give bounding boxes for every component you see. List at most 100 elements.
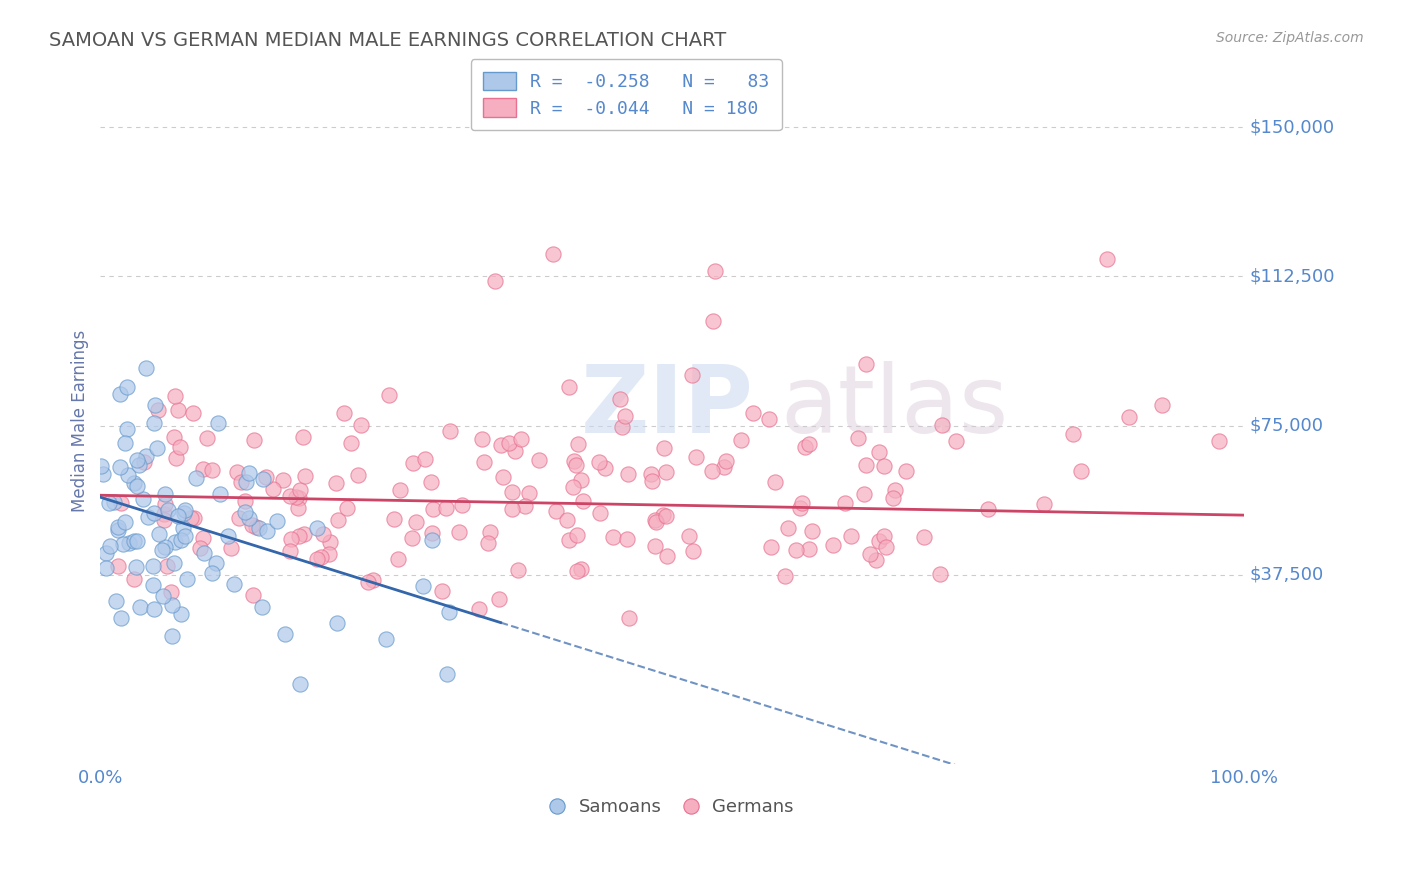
Point: [312, 527, 335, 541]
Point: [405, 516, 427, 530]
Point: [569, 473, 592, 487]
Point: [201, 566, 224, 581]
Point: [1070, 464, 1092, 478]
Point: [252, 471, 274, 485]
Point: [357, 574, 380, 589]
Point: [821, 538, 844, 552]
Point: [148, 403, 170, 417]
Text: ZIP: ZIP: [581, 361, 754, 453]
Point: [201, 462, 224, 476]
Point: [484, 274, 506, 288]
Point: [797, 542, 820, 557]
Point: [479, 525, 502, 540]
Point: [183, 511, 205, 525]
Point: [318, 534, 340, 549]
Point: [439, 605, 461, 619]
Point: [221, 541, 243, 556]
Point: [124, 475, 146, 490]
Point: [108, 460, 131, 475]
Point: [142, 559, 165, 574]
Point: [233, 505, 256, 519]
Point: [853, 487, 876, 501]
Point: [794, 440, 817, 454]
Point: [163, 430, 186, 444]
Point: [104, 594, 127, 608]
Point: [846, 432, 869, 446]
Point: [225, 466, 247, 480]
Point: [152, 589, 174, 603]
Point: [797, 436, 820, 450]
Point: [240, 517, 263, 532]
Point: [256, 524, 278, 539]
Point: [165, 389, 187, 403]
Point: [287, 501, 309, 516]
Point: [834, 496, 856, 510]
Point: [309, 549, 332, 564]
Point: [128, 458, 150, 472]
Point: [96, 560, 118, 574]
Point: [841, 529, 863, 543]
Point: [654, 509, 676, 524]
Point: [110, 496, 132, 510]
Point: [150, 543, 173, 558]
Point: [160, 629, 183, 643]
Point: [567, 437, 589, 451]
Point: [855, 458, 877, 472]
Point: [235, 475, 257, 489]
Point: [489, 438, 512, 452]
Point: [412, 579, 434, 593]
Point: [107, 523, 129, 537]
Point: [247, 521, 270, 535]
Point: [501, 485, 523, 500]
Text: $112,500: $112,500: [1250, 268, 1336, 285]
Point: [572, 494, 595, 508]
Point: [172, 521, 194, 535]
Point: [153, 508, 176, 522]
Point: [945, 434, 967, 448]
Point: [474, 455, 496, 469]
Point: [565, 458, 588, 473]
Point: [613, 409, 636, 423]
Point: [742, 405, 765, 419]
Point: [419, 475, 441, 489]
Point: [558, 533, 581, 547]
Point: [186, 470, 208, 484]
Point: [132, 491, 155, 506]
Point: [873, 458, 896, 473]
Point: [98, 539, 121, 553]
Point: [132, 455, 155, 469]
Point: [242, 588, 264, 602]
Point: [143, 398, 166, 412]
Point: [778, 521, 800, 535]
Point: [176, 573, 198, 587]
Point: [169, 533, 191, 548]
Point: [700, 464, 723, 478]
Point: [288, 529, 311, 543]
Point: [1208, 434, 1230, 448]
Point: [655, 465, 678, 479]
Point: [193, 462, 215, 476]
Point: [644, 539, 666, 553]
Point: [162, 598, 184, 612]
Point: [378, 388, 401, 402]
Point: [652, 508, 675, 523]
Point: [498, 436, 520, 450]
Point: [167, 509, 190, 524]
Point: [513, 499, 536, 513]
Text: SAMOAN VS GERMAN MEDIAN MALE EARNINGS CORRELATION CHART: SAMOAN VS GERMAN MEDIAN MALE EARNINGS CO…: [49, 31, 727, 50]
Point: [436, 667, 458, 681]
Point: [243, 433, 266, 447]
Point: [174, 503, 197, 517]
Point: [224, 576, 246, 591]
Point: [387, 551, 409, 566]
Point: [1118, 410, 1140, 425]
Point: [503, 443, 526, 458]
Point: [188, 541, 211, 555]
Point: [655, 549, 678, 563]
Point: [439, 424, 461, 438]
Point: [128, 600, 150, 615]
Point: [510, 433, 533, 447]
Point: [183, 406, 205, 420]
Point: [173, 507, 195, 521]
Point: [1063, 426, 1085, 441]
